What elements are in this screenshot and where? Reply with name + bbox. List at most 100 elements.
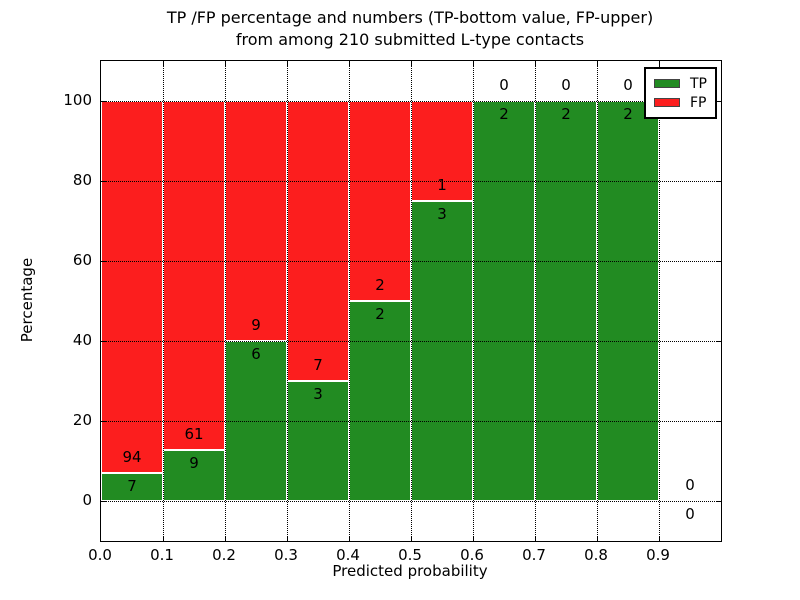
chart-title-line1: TP /FP percentage and numbers (TP-bottom… <box>166 8 654 27</box>
bar-segment-tp-0.3-0.4 <box>287 381 349 501</box>
y-tick-label-0: 0 <box>82 491 92 509</box>
gridline-x-0.7 <box>535 61 536 541</box>
x-tick-label-0.6: 0.6 <box>460 546 484 564</box>
tp-count-0.4-0.5: 2 <box>375 305 385 323</box>
x-tick-top-0.3 <box>287 61 288 66</box>
y-tick-left-0 <box>101 501 106 502</box>
x-tick-label-0.5: 0.5 <box>398 546 422 564</box>
tp-count-0.6-0.7: 2 <box>499 105 509 123</box>
x-tick-top-0.6 <box>473 61 474 66</box>
y-tick-right-60 <box>716 261 721 262</box>
x-tick-bottom-0.9 <box>659 536 660 541</box>
x-tick-bottom-0.7 <box>535 536 536 541</box>
x-tick-bottom-0.8 <box>597 536 598 541</box>
fp-count-0.7-0.8: 0 <box>561 76 571 94</box>
gridline-x-0.8 <box>597 61 598 541</box>
y-tick-label-20: 20 <box>72 411 92 429</box>
gridline-x-0.3 <box>287 61 288 541</box>
legend-row-tp: TP <box>654 74 707 93</box>
legend-label-fp: FP <box>690 94 707 111</box>
y-tick-left-80 <box>101 181 106 182</box>
fp-count-0.9-1.0: 0 <box>685 476 695 494</box>
fp-color-swatch <box>654 98 680 107</box>
gridline-x-0.5 <box>411 61 412 541</box>
fp-count-0.3-0.4: 7 <box>313 356 323 374</box>
tp-count-0.5-0.6: 3 <box>437 205 447 223</box>
x-tick-top-0.8 <box>597 61 598 66</box>
x-tick-bottom-0.3 <box>287 536 288 541</box>
y-tick-left-100 <box>101 101 106 102</box>
bar-segment-tp-0.1-0.2 <box>163 449 225 501</box>
legend-label-tp: TP <box>690 75 707 92</box>
x-tick-label-0.4: 0.4 <box>336 546 360 564</box>
x-tick-label-0.9: 0.9 <box>646 546 670 564</box>
tp-color-swatch <box>654 79 680 88</box>
y-axis-label: Percentage <box>18 257 36 343</box>
fp-count-0.0-0.1: 94 <box>122 448 142 467</box>
y-tick-label-100: 100 <box>63 91 92 109</box>
bar-segment-tp-0.6-0.7 <box>473 101 535 501</box>
chart-title: TP /FP percentage and numbers (TP-bottom… <box>100 7 720 51</box>
fp-count-0.5-0.6: 1 <box>437 176 447 194</box>
y-tick-right-100 <box>716 101 721 102</box>
x-tick-bottom-0.4 <box>349 536 350 541</box>
fp-count-0.4-0.5: 2 <box>375 276 385 294</box>
bar-segment-fp-0.0-0.1 <box>101 101 163 474</box>
x-tick-label-0.2: 0.2 <box>212 546 236 564</box>
x-tick-bottom-0.6 <box>473 536 474 541</box>
tp-count-0.0-0.1: 7 <box>127 477 137 496</box>
x-tick-top-0.4 <box>349 61 350 66</box>
bar-segment-tp-0.4-0.5 <box>349 301 411 501</box>
y-tick-right-20 <box>716 421 721 422</box>
chart-title-line2: from among 210 submitted L-type contacts <box>235 30 585 49</box>
y-tick-right-0 <box>716 501 721 502</box>
x-tick-top-0.1 <box>163 61 164 66</box>
y-tick-label-80: 80 <box>72 171 92 189</box>
fp-count-0.1-0.2: 61 <box>184 424 204 443</box>
x-tick-top-0.7 <box>535 61 536 66</box>
y-tick-label-60: 60 <box>72 251 92 269</box>
y-tick-left-20 <box>101 421 106 422</box>
legend-row-fp: FP <box>654 93 707 112</box>
bar-segment-fp-0.4-0.5 <box>349 101 411 301</box>
x-tick-label-0.0: 0.0 <box>88 546 112 564</box>
fp-count-0.6-0.7: 0 <box>499 76 509 94</box>
x-tick-bottom-0.1 <box>163 536 164 541</box>
x-tick-label-0.8: 0.8 <box>584 546 608 564</box>
x-tick-bottom-0.2 <box>225 536 226 541</box>
bar-segment-tp-0.7-0.8 <box>535 101 597 501</box>
y-tick-left-40 <box>101 341 106 342</box>
tp-count-0.7-0.8: 2 <box>561 105 571 123</box>
x-tick-label-0.7: 0.7 <box>522 546 546 564</box>
fp-count-0.2-0.3: 9 <box>251 316 261 334</box>
bar-segment-tp-0.5-0.6 <box>411 201 473 501</box>
tp-count-0.3-0.4: 3 <box>313 385 323 403</box>
plot-area: TP FP 94 7 61 9 9 6 7 3 2 2 1 3 0 2 0 2 0 2 0 0 <box>100 60 722 542</box>
gridline-x-0.4 <box>349 61 350 541</box>
y-tick-left-60 <box>101 261 106 262</box>
tp-count-0.9-1.0: 0 <box>685 505 695 523</box>
x-tick-top-0.9 <box>659 61 660 66</box>
tp-count-0.8-0.9: 2 <box>623 105 633 123</box>
gridline-x-0.2 <box>225 61 226 541</box>
x-tick-top-0.5 <box>411 61 412 66</box>
bar-segment-tp-0.0-0.1 <box>101 473 163 501</box>
y-tick-right-40 <box>716 341 721 342</box>
tp-count-0.2-0.3: 6 <box>251 345 261 363</box>
x-axis-label: Predicted probability <box>332 562 488 580</box>
x-tick-label-0.3: 0.3 <box>274 546 298 564</box>
gridline-x-0.6 <box>473 61 474 541</box>
fp-count-0.8-0.9: 0 <box>623 76 633 94</box>
x-tick-label-0.1: 0.1 <box>150 546 174 564</box>
gridline-x-0.9 <box>659 61 660 541</box>
tp-count-0.1-0.2: 9 <box>189 453 199 472</box>
bar-segment-fp-0.2-0.3 <box>225 101 287 341</box>
bar-segment-fp-0.1-0.2 <box>163 101 225 450</box>
gridline-x-0.1 <box>163 61 164 541</box>
bar-segment-tp-0.8-0.9 <box>597 101 659 501</box>
y-tick-right-80 <box>716 181 721 182</box>
legend: TP FP <box>644 67 717 119</box>
y-tick-label-40: 40 <box>72 331 92 349</box>
x-tick-bottom-0.5 <box>411 536 412 541</box>
